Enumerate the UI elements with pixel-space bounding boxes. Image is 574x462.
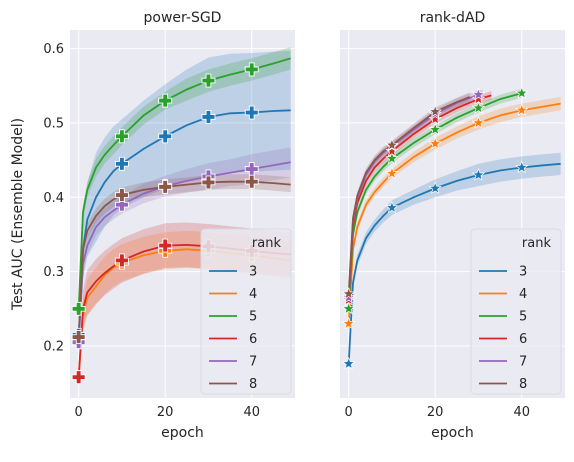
legend-title: rank (522, 236, 552, 251)
marker-plus-rank-3 (158, 129, 173, 144)
legend-label-rank-4: 4 (249, 287, 257, 302)
series-line-rank-3 (77, 109, 291, 335)
marker-plus-rank-8 (244, 174, 259, 189)
marker-star-rank-3 (341, 356, 356, 370)
marker-plus-rank-5 (71, 301, 86, 316)
series-group (341, 86, 561, 370)
marker-star-rank-3 (515, 160, 529, 174)
y-tick-label: 0.2 (43, 339, 64, 354)
x-tick-label: 0 (75, 405, 83, 420)
x-axis-label: epoch (431, 425, 474, 441)
legend-box (470, 228, 562, 395)
confidence-band-rank-3 (78, 50, 291, 350)
confidence-band-rank-5 (78, 47, 291, 317)
y-tick-label: 0.4 (43, 191, 64, 206)
panel-title: rank-dAD (420, 10, 486, 26)
x-tick-label: 20 (157, 405, 174, 420)
marker-star-rank-8 (428, 104, 442, 118)
marker-star-rank-5 (385, 151, 399, 165)
marker-plus-rank-3 (201, 110, 216, 124)
legend-label-rank-6: 6 (249, 332, 257, 347)
series-line-rank-4 (347, 102, 561, 324)
legend-label-rank-3: 3 (249, 265, 257, 280)
x-tick-label: 0 (345, 405, 353, 420)
marker-plus-rank-5 (201, 73, 216, 88)
legend-label-rank-8: 8 (519, 377, 527, 392)
marker-plus-rank-5 (114, 129, 129, 144)
marker-plus-rank-8 (158, 179, 173, 194)
marker-star-rank-6 (428, 112, 442, 125)
legend-label-rank-8: 8 (249, 377, 257, 392)
marker-star-rank-4 (471, 115, 486, 129)
marker-plus-rank-8 (114, 188, 129, 202)
marker-star-rank-6 (471, 92, 486, 105)
panel-title: power-SGD (144, 10, 222, 26)
marker-star-rank-7 (341, 290, 356, 304)
marker-star-rank-4 (515, 103, 529, 116)
legend-label-rank-7: 7 (519, 355, 527, 370)
marker-star-rank-4 (385, 166, 399, 180)
marker-star-rank-5 (515, 86, 529, 99)
confidence-band-rank-6 (348, 91, 492, 304)
marker-plus-rank-5 (158, 93, 173, 108)
marker-star-rank-5 (341, 301, 356, 315)
legend: rank 3 4 5 6 7 8 (200, 228, 292, 395)
marker-star-rank-4 (428, 136, 442, 150)
marker-star-rank-6 (385, 144, 399, 157)
marker-plus-rank-7 (114, 197, 129, 212)
x-tick-label: 40 (243, 405, 260, 420)
legend-label-rank-4: 4 (519, 287, 527, 302)
y-tick-label: 0.6 (43, 42, 64, 57)
series-line-rank-3 (347, 162, 561, 364)
series-line-rank-8 (347, 96, 471, 294)
marker-star-rank-3 (428, 181, 442, 194)
legend: rank 3 4 5 6 7 8 (470, 228, 562, 395)
marker-plus-rank-3 (244, 105, 259, 120)
series-line-rank-8 (77, 180, 291, 338)
marker-star-rank-4 (341, 316, 356, 330)
x-tick-label: 20 (427, 405, 444, 420)
legend-label-rank-5: 5 (249, 310, 257, 325)
marker-star-rank-3 (471, 168, 486, 181)
marker-plus-rank-6 (158, 238, 173, 253)
y-axis-label: Test AUC (Ensemble Model) (10, 118, 26, 311)
legend-box (200, 228, 292, 395)
panel-1: 0.2 0.3 0.4 0.5 0.6 0 20 40 power-SGD epoch rank 3 4… (43, 10, 295, 441)
x-axis-label: epoch (161, 425, 204, 441)
legend-label-rank-6: 6 (519, 332, 527, 347)
marker-star-rank-5 (428, 122, 442, 136)
marker-star-rank-8 (385, 138, 399, 151)
marker-plus-rank-6 (114, 253, 129, 268)
marker-plus-rank-8 (71, 330, 86, 344)
confidence-band-rank-3 (348, 152, 561, 368)
legend-title: rank (252, 236, 282, 251)
marker-plus-rank-6 (71, 370, 86, 385)
y-tick-label: 0.5 (43, 116, 64, 131)
legend-label-rank-5: 5 (519, 310, 527, 325)
marker-star-rank-7 (471, 87, 486, 101)
marker-plus-rank-3 (114, 156, 129, 171)
series-line-rank-7 (77, 161, 291, 343)
x-tick-label: 40 (513, 405, 530, 420)
confidence-band-rank-7 (78, 147, 291, 350)
marker-plus-rank-5 (244, 62, 259, 77)
panel-2: 0 20 40 rank-dAD epoch rank 3 4 5 6 7 8 (340, 10, 565, 441)
marker-star-rank-3 (385, 200, 399, 214)
marker-plus-rank-8 (201, 175, 216, 190)
legend-label-rank-3: 3 (519, 265, 527, 280)
marker-star-rank-8 (341, 286, 356, 300)
y-tick-label: 0.3 (43, 265, 64, 280)
series-line-rank-5 (77, 57, 291, 309)
marker-star-rank-5 (471, 101, 486, 114)
legend-label-rank-7: 7 (249, 355, 257, 370)
confidence-band-rank-5 (348, 88, 522, 313)
